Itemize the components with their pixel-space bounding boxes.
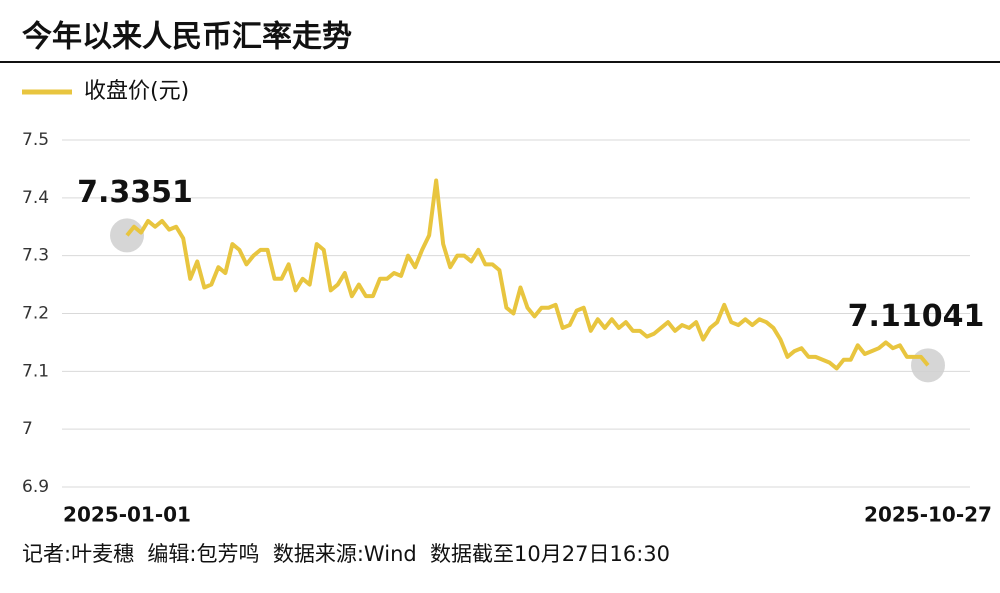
y-tick-label: 7.1 (22, 361, 49, 381)
legend-label: 收盘价(元) (84, 79, 189, 104)
data-label: 7.3351 (77, 175, 193, 210)
chart-title: 今年以来人民币汇率走势 (22, 20, 352, 55)
y-tick-label: 7.5 (22, 130, 49, 150)
y-tick-label: 7.3 (22, 246, 49, 266)
y-tick-label: 6.9 (22, 477, 49, 497)
y-tick-label: 7 (22, 419, 33, 439)
y-tick-label: 7.4 (22, 188, 49, 208)
x-tick-label: 2025-01-01 (63, 503, 191, 527)
footer: 记者:叶麦穗 编辑:包芳鸣 数据来源:Wind 数据截至10月27日16:30 (22, 542, 670, 566)
y-tick-label: 7.2 (22, 304, 49, 324)
data-label: 7.11041 (848, 299, 985, 334)
line (125, 178, 930, 371)
point-highlight (911, 348, 945, 383)
x-tick-label: 2025-10-27 (864, 503, 992, 527)
